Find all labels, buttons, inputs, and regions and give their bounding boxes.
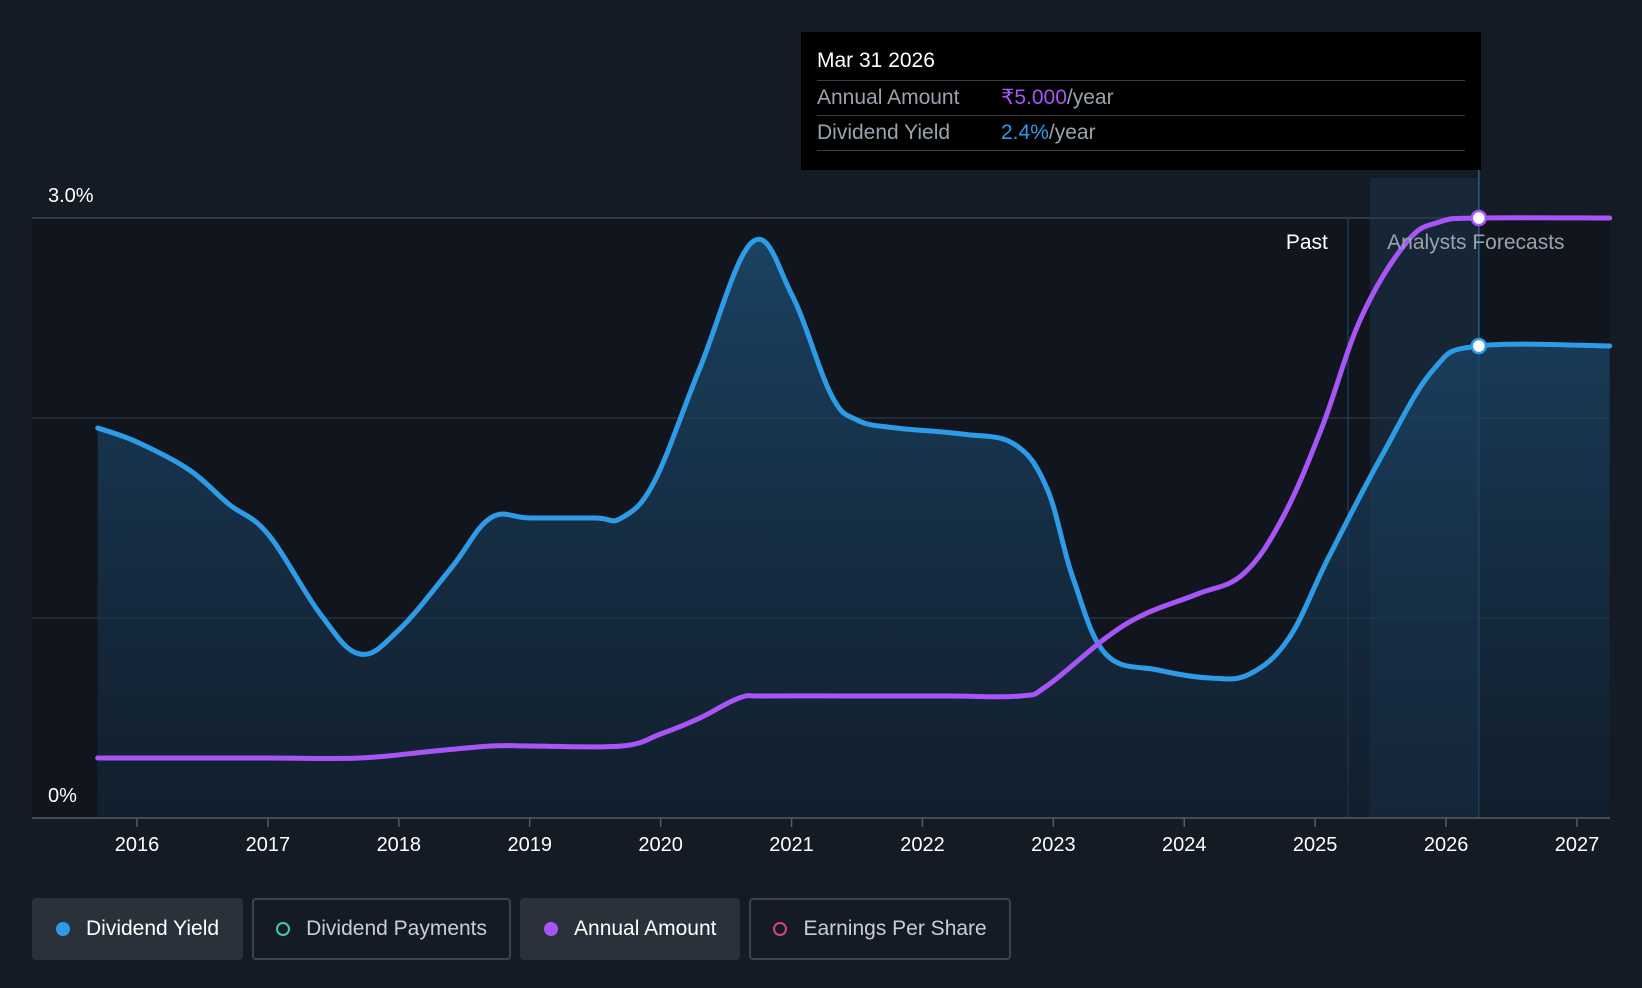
y-axis-bottom-label: 0%: [48, 785, 77, 807]
x-tick-label: 2026: [1424, 834, 1469, 856]
legend-dividend-payments-label: Dividend Payments: [306, 917, 488, 940]
dividend-chart: 2016 2017 2018 2019 2020 2021 2022 2023 2024 2025…: [32, 170, 1613, 856]
y-axis-top-label: 3.0%: [48, 185, 94, 207]
dividend-yield-area: [97, 239, 1610, 818]
x-tick-label: 2022: [900, 834, 945, 856]
annual-amount-line: [95, 215, 1613, 761]
x-tick-label: 2023: [1031, 834, 1076, 856]
tooltip-annual-amount-row: Annual Amount ₹5.000 /year: [817, 81, 1465, 116]
tooltip-annual-amount-label: Annual Amount: [817, 86, 960, 109]
x-tick-label: 2021: [769, 834, 814, 856]
legend-annual-amount-dot-icon: [544, 922, 559, 936]
x-tick-label: 2016: [115, 834, 160, 856]
tooltip-dividend-yield-unit: /year: [1048, 121, 1096, 144]
x-tick-label: 2018: [377, 834, 422, 856]
legend-dividend-yield-dot-icon: [56, 922, 70, 936]
tooltip-annual-amount-unit: /year: [1066, 86, 1114, 109]
forecast-region-label: Analysts Forecasts: [1387, 231, 1564, 254]
annual-amount-highlight-point: [1470, 209, 1488, 227]
x-tick-label: 2027: [1555, 834, 1600, 856]
tooltip-annual-amount-value: ₹5.000: [1001, 86, 1067, 109]
legend-earnings-per-share-label: Earnings Per Share: [803, 917, 987, 940]
x-tick-label: 2024: [1162, 834, 1207, 856]
legend-annual-amount-label: Annual Amount: [574, 917, 717, 940]
chart-legend: Dividend Yield Dividend Payments Annual …: [32, 898, 1020, 960]
legend-earnings-per-share-dot-icon: [773, 922, 788, 936]
x-tick-label: 2017: [246, 834, 291, 856]
dividend-yield-line: [95, 236, 1613, 682]
legend-annual-amount-button[interactable]: Annual Amount: [520, 898, 741, 960]
x-tick-label: 2020: [638, 834, 683, 856]
legend-dividend-payments-dot-icon: [276, 922, 291, 936]
chart-tooltip: Mar 31 2026 Annual Amount ₹5.000 /year D…: [801, 32, 1481, 170]
legend-dividend-yield-button[interactable]: Dividend Yield: [32, 898, 244, 960]
legend-dividend-yield-label: Dividend Yield: [86, 917, 220, 940]
tooltip-dividend-yield-value: 2.4%: [1001, 121, 1049, 144]
tooltip-dividend-yield-label: Dividend Yield: [817, 121, 951, 144]
legend-dividend-payments-button[interactable]: Dividend Payments: [252, 898, 512, 960]
tooltip-dividend-yield-row: Dividend Yield 2.4% /year: [817, 116, 1465, 151]
tooltip-date: Mar 31 2026: [817, 46, 1465, 81]
dividend-yield-highlight-point: [1470, 337, 1488, 355]
legend-earnings-per-share-button[interactable]: Earnings Per Share: [749, 898, 1011, 960]
past-region-label: Past: [1286, 231, 1328, 254]
x-tick-label: 2019: [507, 834, 552, 856]
x-tick-label: 2025: [1293, 834, 1338, 856]
